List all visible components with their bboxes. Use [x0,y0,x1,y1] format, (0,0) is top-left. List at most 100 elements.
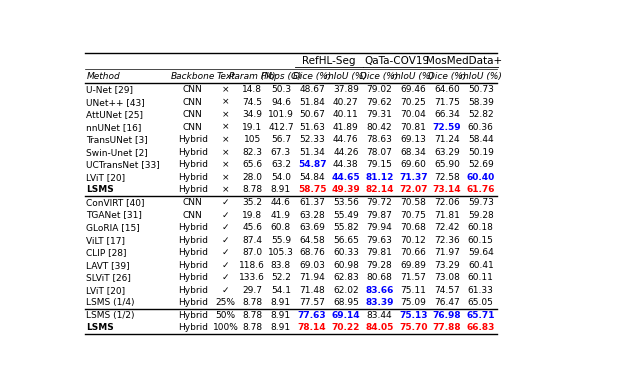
Text: TransUNet [3]: TransUNet [3] [86,135,148,144]
Text: LAVT [39]: LAVT [39] [86,261,130,270]
Text: 101.9: 101.9 [268,110,294,119]
Text: 82.3: 82.3 [242,148,262,157]
Text: 54.84: 54.84 [300,173,325,182]
Text: 71.48: 71.48 [300,286,325,295]
Text: 78.07: 78.07 [367,148,392,157]
Text: 70.68: 70.68 [401,223,426,232]
Text: 69.46: 69.46 [401,85,426,94]
Text: ✓: ✓ [222,273,230,282]
Text: 70.66: 70.66 [401,248,426,257]
Text: 80.42: 80.42 [367,123,392,132]
Text: 8.91: 8.91 [271,311,291,320]
Text: CNN: CNN [183,85,203,94]
Text: mIoU (%): mIoU (%) [392,72,435,81]
Text: ✓: ✓ [222,261,230,270]
Text: UNet++ [43]: UNet++ [43] [86,98,145,107]
Text: 8.78: 8.78 [242,185,262,194]
Text: 54.1: 54.1 [271,286,291,295]
Text: 78.63: 78.63 [367,135,392,144]
Text: 60.33: 60.33 [333,248,359,257]
Text: 44.76: 44.76 [333,135,358,144]
Text: CNN: CNN [183,110,203,119]
Text: 72.59: 72.59 [433,123,461,132]
Text: 75.09: 75.09 [401,298,426,307]
Text: 118.6: 118.6 [239,261,265,270]
Text: TGANet [31]: TGANet [31] [86,211,142,220]
Text: 44.26: 44.26 [333,148,358,157]
Text: 50.3: 50.3 [271,85,291,94]
Text: 34.9: 34.9 [242,110,262,119]
Text: 37.89: 37.89 [333,85,359,94]
Text: 79.87: 79.87 [367,211,392,220]
Text: Swin-Unet [2]: Swin-Unet [2] [86,148,148,157]
Text: 8.78: 8.78 [242,298,262,307]
Text: 49.39: 49.39 [332,185,360,194]
Text: 55.9: 55.9 [271,236,291,245]
Text: 105: 105 [243,135,260,144]
Text: 62.02: 62.02 [333,286,358,295]
Text: 65.6: 65.6 [242,160,262,170]
Text: CNN: CNN [183,98,203,107]
Text: Hybrid: Hybrid [178,185,208,194]
Text: 52.2: 52.2 [271,273,291,282]
Text: 72.42: 72.42 [435,223,460,232]
Text: LViT [20]: LViT [20] [86,173,125,182]
Text: Flops (G): Flops (G) [260,72,301,81]
Text: 77.57: 77.57 [299,298,325,307]
Text: ✓: ✓ [222,248,230,257]
Text: 63.28: 63.28 [300,211,325,220]
Text: 79.81: 79.81 [367,248,392,257]
Text: 70.04: 70.04 [401,110,426,119]
Text: 72.36: 72.36 [434,236,460,245]
Text: Hybrid: Hybrid [178,223,208,232]
Text: 56.7: 56.7 [271,135,291,144]
Text: 53.56: 53.56 [333,198,359,207]
Text: LSMS (1/4): LSMS (1/4) [86,298,135,307]
Text: 75.11: 75.11 [401,286,426,295]
Text: 79.15: 79.15 [367,160,392,170]
Text: 44.65: 44.65 [332,173,360,182]
Text: 69.60: 69.60 [401,160,426,170]
Text: 79.72: 79.72 [367,198,392,207]
Text: 19.1: 19.1 [242,123,262,132]
Text: 63.69: 63.69 [299,223,325,232]
Text: 51.34: 51.34 [300,148,325,157]
Text: 61.33: 61.33 [468,286,493,295]
Text: 8.78: 8.78 [242,311,262,320]
Text: 59.64: 59.64 [468,248,493,257]
Text: 84.05: 84.05 [365,324,394,333]
Text: AttUNet [25]: AttUNet [25] [86,110,143,119]
Text: ViLT [17]: ViLT [17] [86,236,125,245]
Text: 79.31: 79.31 [367,110,392,119]
Text: 73.08: 73.08 [434,273,460,282]
Text: ✓: ✓ [222,198,230,207]
Text: 75.13: 75.13 [399,311,428,320]
Text: ×: × [222,98,230,107]
Text: 71.57: 71.57 [401,273,426,282]
Text: 74.57: 74.57 [434,286,460,295]
Text: Hybrid: Hybrid [178,286,208,295]
Text: ×: × [222,148,230,157]
Text: 94.6: 94.6 [271,98,291,107]
Text: 70.12: 70.12 [401,236,426,245]
Text: UCTransNet [33]: UCTransNet [33] [86,160,160,170]
Text: 70.22: 70.22 [332,324,360,333]
Text: ConVIRT [40]: ConVIRT [40] [86,198,145,207]
Text: 40.11: 40.11 [333,110,359,119]
Text: CNN: CNN [183,198,203,207]
Text: 50.73: 50.73 [468,85,493,94]
Text: 60.40: 60.40 [467,173,495,182]
Text: Hybrid: Hybrid [178,160,208,170]
Text: 75.70: 75.70 [399,324,428,333]
Text: 68.76: 68.76 [299,248,325,257]
Text: ✓: ✓ [222,236,230,245]
Text: ×: × [222,123,230,132]
Text: 69.14: 69.14 [332,311,360,320]
Text: 100%: 100% [213,324,239,333]
Text: 58.44: 58.44 [468,135,493,144]
Text: 79.62: 79.62 [367,98,392,107]
Text: MosMedData+: MosMedData+ [426,56,502,66]
Text: 79.02: 79.02 [367,85,392,94]
Text: 71.81: 71.81 [434,211,460,220]
Text: 68.95: 68.95 [333,298,359,307]
